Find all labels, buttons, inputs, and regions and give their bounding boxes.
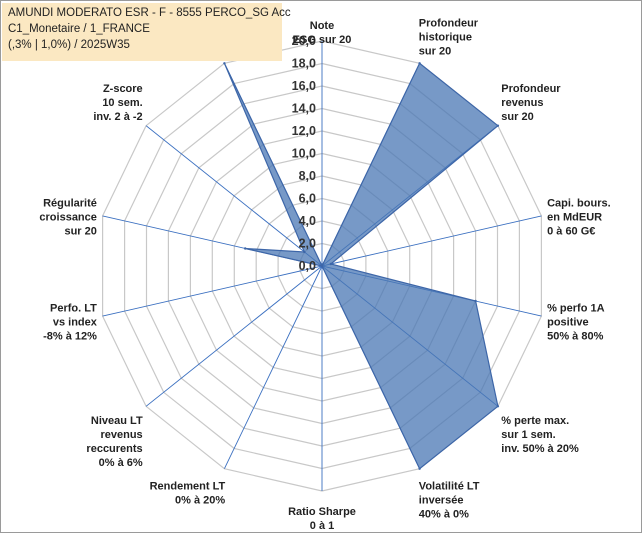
tick-label: 16,0 [292,79,316,93]
axis-spoke [102,265,323,317]
tick-label: 10,0 [292,147,316,161]
axis-label-line: Profondeur [419,18,479,30]
axis-label-line: % perfo 1A [547,303,605,315]
data-point [303,250,306,254]
axis-label-line: 0% à 6% [99,457,143,469]
data-point [244,247,247,250]
axis-spoke [223,265,323,469]
axis-label: Perfo. LT vs index -8% à 12% [43,303,98,343]
axis-label-line: Perfo. LT [50,303,97,315]
radar-tick-labels: 0,0 2,0 4,0 6,0 8,0 10,0 12,0 14,0 16,0 18,0 20,0 [292,34,316,273]
data-point [418,467,421,470]
axis-label: Ratio Sharpe 0 à 1 [288,506,356,532]
axis-spoke [145,125,323,267]
data-point [329,262,332,266]
axis-label: Capi. bours. en MdEUR 0 à 60 G€ [547,197,611,237]
chart-title-box: AMUNDI MODERATO ESR - F - 8555 PERCO_SG … [2,3,291,61]
axis-label-line: croissance [39,211,96,223]
tick-label: 18,0 [292,57,316,71]
axis-label-line: Note [310,20,334,32]
axis-label: % perfo 1A positive 50% à 80% [547,303,605,343]
axis-spoke [321,215,542,267]
axis-label-line: revenus [100,429,142,441]
axis-label-line: sur 20 [419,46,451,58]
axis-label: Volatilité LT inversée 40% à 0% [419,481,480,521]
tick-label: 14,0 [292,102,316,116]
data-point [223,62,226,65]
axis-label-line: sur 20 [501,111,533,123]
axis-label: Profondeur revenus sur 20 [501,83,561,123]
axis-label: Régularité croissance sur 20 [39,197,96,237]
axis-spoke [145,265,323,407]
axis-label-line: Volatilité LT [419,481,480,493]
axis-label-line: Profondeur [501,83,561,95]
axis-label: Niveau LT revenus reccurents 0% à 6% [86,415,143,469]
axis-label-line: inv. 50% à 20% [501,443,579,455]
data-point [418,62,421,65]
axis-label-line: vs index [53,317,98,329]
tick-label: 12,0 [292,124,316,138]
axis-label-line: Régularité [43,197,97,209]
axis-label: Note ESG sur 20 [293,20,352,46]
data-point [496,124,500,127]
fund-category: C1_Monetaire / 1_FRANCE [8,22,150,35]
axis-label-line: 50% à 80% [547,331,603,343]
axis-label-line: Rendement LT [150,481,226,493]
axis-label-line: Capi. bours. [547,197,611,209]
axis-label-line: sur 20 [64,225,96,237]
tick-label: 6,0 [299,192,316,206]
axis-label-line: 0 à 60 G€ [547,225,595,237]
axis-label-line: en MdEUR [547,211,602,223]
axis-label: Profondeur historique sur 20 [419,18,479,58]
axis-label-line: historique [419,32,472,44]
fund-name: AMUNDI MODERATO ESR - F - 8555 PERCO_SG … [8,7,291,19]
axis-label-line: % perte max. [501,415,569,427]
axis-label-line: -8% à 12% [43,331,97,343]
tick-label: 2,0 [299,237,316,251]
axis-label-line: Ratio Sharpe [288,506,356,518]
data-point [320,264,324,268]
axis-label-line: Z-score [103,83,143,95]
axis-label: Z-score 10 sem. inv. 2 à -2 [93,83,142,123]
axis-label-line: inv. 2 à -2 [93,111,142,123]
axis-label-line: Niveau LT [91,415,143,427]
tick-label: 20,0 [292,34,316,48]
axis-label-line: 0% à 20% [175,495,225,507]
tick-label: 8,0 [299,169,316,183]
axis-label-line: 40% à 0% [419,509,469,521]
axis-label: % perte max. sur 1 sem. inv. 50% à 20% [501,415,579,455]
axis-label-line: positive [547,317,589,329]
axis-label-line: 0 à 1 [310,520,334,532]
tick-label: 4,0 [299,214,316,228]
tick-label: 0,0 [299,259,316,273]
axis-label-line: reccurents [86,443,142,455]
series-area [223,62,499,470]
data-point [474,299,477,303]
axis-label-line: ESG sur 20 [293,34,352,46]
axis-label-line: sur 1 sem. [501,429,555,441]
fund-fees-week: (,3% | 1,0%) / 2025W35 [8,38,130,51]
data-point [496,405,500,408]
axis-label: Rendement LT 0% à 20% [150,481,226,507]
radar-series [223,62,500,470]
axis-label-line: inversée [419,495,464,507]
axis-label-line: revenus [501,97,543,109]
axis-label-line: 10 sem. [102,97,142,109]
